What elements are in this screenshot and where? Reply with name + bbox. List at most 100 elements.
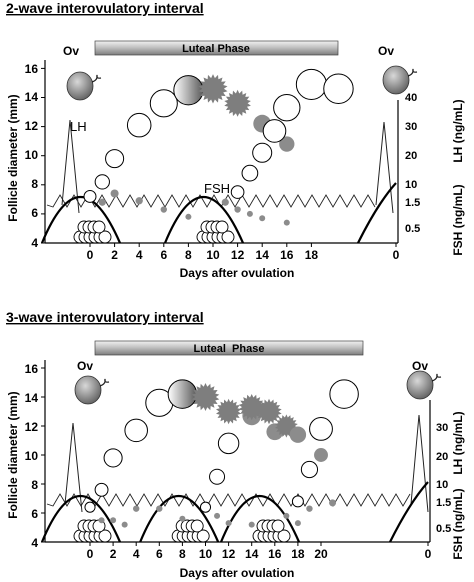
y-tick-label: 4 (31, 236, 38, 250)
fsh-surge-curve (40, 495, 122, 543)
fsh-surge-curve (357, 182, 397, 244)
luteal-phase-label: Luteal Phase (194, 343, 265, 355)
second-wave-follicle (314, 448, 328, 462)
x-tick-label: 8 (179, 547, 186, 561)
x-tick-label: 14 (245, 547, 259, 561)
subordinate-follicle (121, 521, 128, 528)
y-tick-label: 10 (25, 449, 39, 463)
fsh-axis-label: FSH (ng/mL) (451, 488, 465, 559)
fsh-tick-label: 0.5 (405, 223, 420, 235)
subordinate-follicle (225, 520, 232, 527)
panel-title: 2-wave interovulatory interval (6, 0, 204, 16)
y-tick-label: 12 (25, 119, 39, 133)
ovulatory-follicle (262, 119, 287, 143)
lh-axis-label: LH (ng/mL) (451, 99, 465, 162)
luteal-phase-bar (94, 340, 364, 356)
ovulation-label-right: Ov (378, 44, 394, 58)
ovary-icon (382, 65, 410, 95)
ovulatory-follicle (323, 73, 354, 104)
y-axis-label: Follicle diameter (mm) (6, 94, 20, 221)
lh-surge-line (61, 119, 80, 214)
fsh-tick-label: 1.5 (436, 497, 451, 509)
lh-tick-label: 40 (405, 92, 417, 104)
emerging-follicle (190, 519, 204, 533)
x-tick-label: 6 (156, 547, 163, 561)
regressing-follicle (216, 398, 242, 425)
x-tick-label: 2 (110, 547, 117, 561)
y-tick-label: 14 (25, 90, 39, 104)
ovulatory-follicle (329, 379, 359, 409)
y-tick-labels: 4 6 8 10 12 14 16 (25, 362, 39, 550)
fsh-tick-label: 0.5 (436, 523, 451, 535)
x-tick-label: 12 (231, 248, 245, 262)
regressing-follicle (198, 74, 228, 104)
x-tick-label: 6 (160, 248, 167, 262)
fsh-tick-labels: 0.5 1.5 (436, 497, 451, 535)
second-wave-follicle (199, 501, 212, 513)
lh-tick-label: 20 (405, 150, 417, 162)
y-tick-label: 16 (25, 62, 39, 76)
panel-three-wave: 3-wave interovulatory interval Luteal Ph… (6, 309, 465, 580)
y-tick-label: 12 (25, 420, 39, 434)
y-axis-label: Follicle diameter (mm) (6, 391, 20, 518)
y-tick-labels: 4 6 8 10 12 14 16 (25, 62, 39, 250)
subordinate-follicle (179, 515, 186, 522)
regressing-follicle (279, 136, 295, 152)
subordinate-follicle (306, 505, 313, 512)
panel-title: 3-wave interovulatory interval (6, 309, 204, 325)
subordinate-follicle (221, 198, 229, 206)
ovulation-label-left: Ov (63, 44, 79, 58)
subordinate-follicle (214, 512, 221, 519)
ovulation-burst-icon (91, 74, 102, 83)
dominant-follicle (124, 418, 148, 443)
emerging-follicle (92, 220, 106, 234)
x-tick-labels: 0 2 4 6 8 10 12 14 16 18 20 0 (87, 547, 432, 561)
x-tick-label: 0 (425, 547, 432, 561)
fsh-surge-curve (389, 481, 429, 543)
x-tick-label: 18 (305, 248, 319, 262)
ovulatory-follicle (300, 460, 319, 479)
x-tick-label: 2 (111, 248, 118, 262)
emerging-follicle (221, 230, 235, 244)
lh-pulse-line (46, 194, 376, 208)
dominant-follicle (126, 112, 152, 138)
luteal-phase-bar (94, 40, 339, 56)
subordinate-follicle (246, 210, 253, 217)
plot-area (40, 60, 418, 247)
lh-tick-labels: 10 20 30 (436, 422, 448, 491)
ovulatory-follicle (309, 416, 333, 441)
y-tick-label: 6 (31, 507, 38, 521)
lh-tick-labels: 10 20 30 40 (405, 92, 417, 191)
emerging-follicle (98, 230, 112, 244)
subordinate-follicle (160, 206, 167, 213)
dominant-follicle (94, 174, 110, 190)
emerging-follicle (277, 529, 291, 543)
subordinate-follicle (98, 198, 106, 206)
lh-surge-line (410, 414, 429, 513)
x-tick-label: 18 (291, 547, 305, 561)
lh-tick-label: 10 (436, 479, 448, 491)
dominant-follicle (84, 501, 96, 513)
subordinate-follicle (248, 521, 255, 528)
dominant-follicle (103, 448, 123, 468)
ovulatory-follicle (273, 94, 301, 122)
subordinate-follicle (110, 189, 119, 198)
lh-surge-line (64, 422, 83, 513)
x-tick-label: 10 (199, 547, 213, 561)
x-tick-label: 10 (206, 248, 220, 262)
ovulatory-follicle (252, 142, 273, 163)
ovary-icon (74, 375, 102, 405)
emerging-follicle (196, 529, 210, 543)
fsh-series-label: FSH (204, 181, 230, 196)
x-tick-label: 12 (222, 547, 236, 561)
x-tick-label: 20 (314, 547, 328, 561)
second-wave-follicle (217, 432, 240, 455)
ovulation-burst-icon (99, 378, 110, 387)
x-tick-label: 0 (393, 248, 400, 262)
second-wave-follicle (209, 468, 226, 485)
subordinate-follicle (133, 505, 140, 512)
ovulatory-follicle (295, 68, 327, 100)
x-tick-label: 4 (136, 248, 143, 262)
ovulation-burst-icon (407, 68, 418, 77)
